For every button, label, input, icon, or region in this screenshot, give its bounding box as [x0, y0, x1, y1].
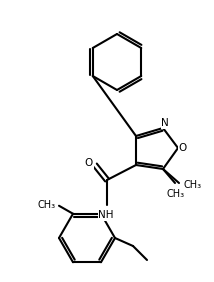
- Text: N: N: [161, 118, 169, 128]
- Text: NH: NH: [98, 210, 114, 220]
- Text: O: O: [179, 143, 187, 153]
- Text: CH₃: CH₃: [38, 200, 56, 210]
- Text: O: O: [85, 158, 93, 168]
- Text: CH₃: CH₃: [167, 189, 185, 199]
- Text: CH₃: CH₃: [184, 180, 202, 190]
